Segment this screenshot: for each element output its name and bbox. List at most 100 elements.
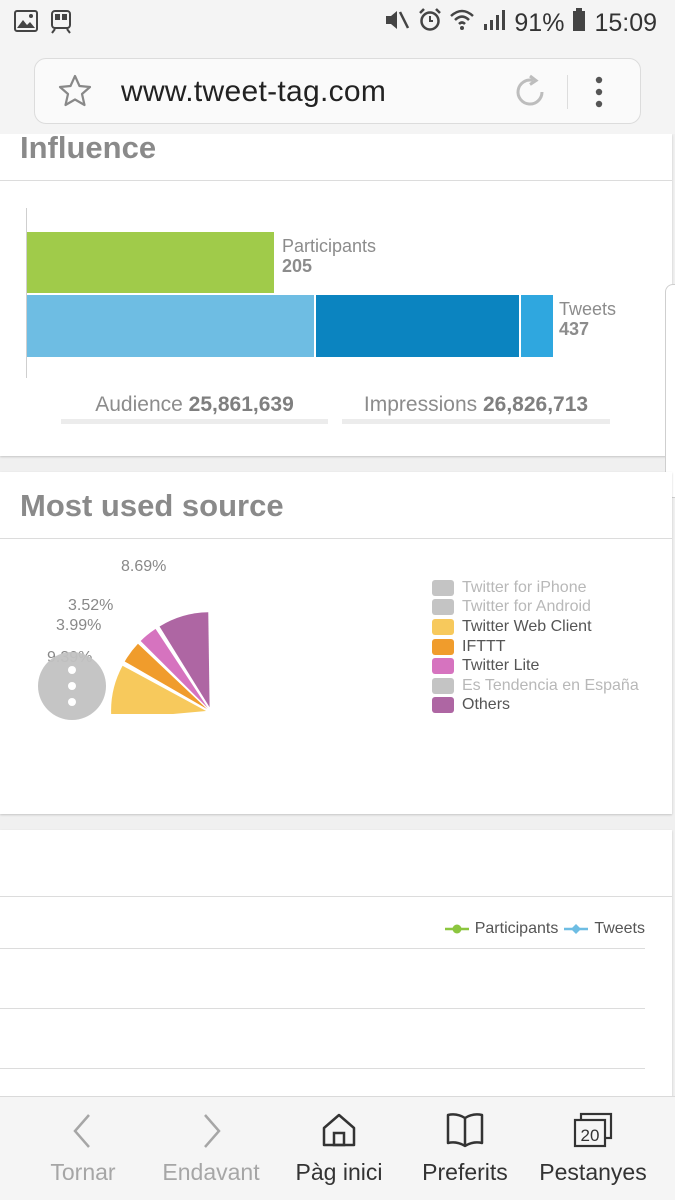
- tabs-label: Pestanyes: [539, 1159, 647, 1185]
- timeline-legend: Participants Tweets: [444, 920, 645, 938]
- impressions-label: Impressions: [363, 393, 478, 416]
- legend-label: IFTTT: [462, 637, 506, 655]
- legend-label: Es Tendencia en España: [462, 676, 639, 694]
- tabs-icon: 20: [572, 1111, 614, 1154]
- legend-swatch: [432, 618, 454, 635]
- legend-item-twitter-for-iphone[interactable]: Twitter for iPhone: [432, 578, 639, 598]
- forward-button[interactable]: Endavant: [150, 1097, 272, 1200]
- page-scroll-handle[interactable]: [665, 284, 675, 498]
- tweets-value: 437: [559, 319, 590, 339]
- most-used-source-card: Most used source: [0, 472, 672, 814]
- home-icon: [320, 1111, 358, 1154]
- home-button[interactable]: Pàg inici: [278, 1097, 400, 1200]
- bookmarks-button[interactable]: Preferits: [404, 1097, 526, 1200]
- legend-label: Twitter for iPhone: [462, 578, 587, 596]
- legend-label: Others: [462, 696, 511, 714]
- address-bar[interactable]: www.tweet-tag.com: [34, 58, 641, 124]
- legend-item-tweets[interactable]: Tweets: [564, 920, 645, 938]
- participants-bar: [27, 232, 274, 293]
- influence-title: Influence: [20, 134, 157, 165]
- slice-twitter-web-client[interactable]: [111, 665, 207, 714]
- participants-label-text: Participants: [282, 236, 377, 256]
- mute-icon: [384, 8, 410, 39]
- legend-item-others[interactable]: Others: [432, 696, 639, 716]
- back-label: Tornar: [50, 1159, 116, 1185]
- source-pie-chart: [111, 612, 210, 714]
- slice-ifttt[interactable]: [124, 643, 207, 710]
- legend-item-twitter-lite[interactable]: Twitter Lite: [432, 656, 639, 676]
- more-menu-icon[interactable]: [591, 73, 607, 116]
- participants-label: Participants 205: [282, 236, 376, 276]
- legend-swatch: [432, 638, 454, 655]
- legend-item-es-tendencia-en-espana[interactable]: Es Tendencia en España: [432, 676, 639, 696]
- influence-card: Influence Participants 205 Tweets 437 Au…: [0, 134, 672, 456]
- dot: [68, 698, 76, 706]
- toolbar-divider: [567, 75, 568, 109]
- tweets-bar-segment: [27, 295, 314, 357]
- participants-line-icon: [444, 924, 469, 934]
- impressions-value: 26,826,713: [482, 393, 589, 416]
- bottom-navigation: Tornar Endavant Pàg inici Preferits 20 P…: [0, 1096, 675, 1200]
- bookmarks-label: Preferits: [422, 1159, 508, 1185]
- bookmark-star-icon[interactable]: [57, 73, 93, 114]
- legend-label: Tweets: [594, 920, 645, 937]
- more-options-button[interactable]: [38, 652, 106, 720]
- wifi-icon: [450, 9, 475, 38]
- source-title: Most used source: [20, 488, 284, 523]
- legend-label: Twitter for Android: [462, 598, 591, 616]
- legend-swatch: [432, 677, 454, 694]
- divider: [0, 896, 672, 897]
- legend-item-twitter-for-android[interactable]: Twitter for Android: [432, 598, 639, 618]
- tweets-bar: [27, 295, 553, 357]
- divider: [0, 180, 672, 181]
- slice-label-others: 8.69%: [121, 558, 167, 575]
- legend-item-ifttt[interactable]: IFTTT: [432, 637, 639, 657]
- audience-stat: Audience 25,861,639: [61, 393, 328, 417]
- source-legend: Twitter for iPhone Twitter for Android T…: [432, 578, 639, 715]
- gridline: [0, 948, 645, 949]
- forward-label: Endavant: [162, 1159, 260, 1185]
- train-icon: [50, 10, 72, 39]
- legend-label: Participants: [474, 920, 559, 937]
- slice-label-ifttt: 3.99%: [56, 617, 102, 634]
- gridline: [0, 1068, 645, 1069]
- slice-twitter-lite[interactable]: [140, 628, 208, 709]
- legend-swatch: [432, 599, 454, 616]
- slice-label-twitter-lite: 3.52%: [68, 597, 114, 614]
- signal-icon: [482, 9, 506, 38]
- impressions-underline: [342, 419, 610, 424]
- tweets-label: Tweets 437: [559, 299, 616, 339]
- legend-item-participants[interactable]: Participants: [444, 920, 559, 938]
- battery-percent: 91%: [514, 9, 565, 37]
- tweets-bar-segment: [519, 295, 553, 357]
- gallery-icon: [14, 10, 38, 39]
- legend-label: Twitter Lite: [462, 657, 540, 675]
- reload-icon[interactable]: [511, 73, 549, 116]
- legend-swatch: [432, 697, 454, 714]
- dot: [68, 682, 76, 690]
- back-button[interactable]: Tornar: [22, 1097, 144, 1200]
- legend-item-twitter-web-client[interactable]: Twitter Web Client: [432, 617, 639, 637]
- chevron-right-icon: [196, 1111, 226, 1156]
- url-text[interactable]: www.tweet-tag.com: [121, 75, 387, 108]
- chevron-left-icon: [68, 1111, 98, 1156]
- chart-axis: [26, 208, 27, 378]
- audience-label: Audience: [95, 393, 183, 416]
- tweets-label-text: Tweets: [559, 299, 617, 319]
- slice-others[interactable]: [159, 612, 210, 708]
- legend-swatch: [432, 579, 454, 596]
- legend-swatch: [432, 658, 454, 675]
- divider: [0, 538, 672, 539]
- tabs-count: 20: [581, 1126, 600, 1145]
- timeline-card: [0, 830, 672, 1096]
- legend-label: Twitter Web Client: [462, 617, 592, 635]
- impressions-stat: Impressions 26,826,713: [342, 393, 610, 417]
- clock-time: 15:09: [594, 9, 657, 37]
- tweets-bar-segment: [314, 295, 519, 357]
- alarm-icon: [418, 8, 442, 39]
- gridline: [0, 1008, 645, 1009]
- participants-value: 205: [282, 256, 313, 276]
- tabs-button[interactable]: 20 Pestanyes: [532, 1097, 654, 1200]
- battery-icon: [572, 8, 586, 39]
- book-icon: [445, 1111, 485, 1154]
